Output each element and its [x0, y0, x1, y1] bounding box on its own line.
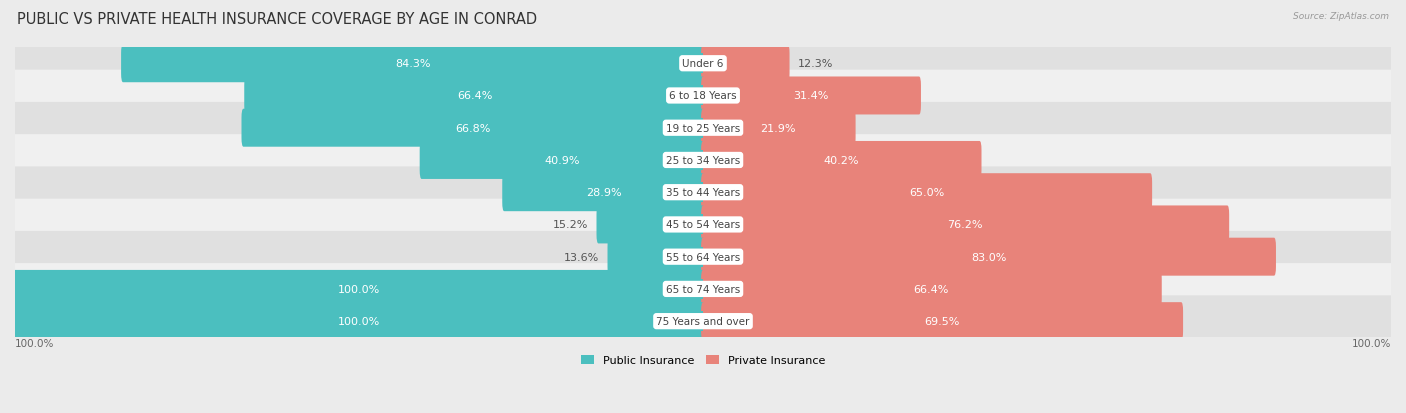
Text: 19 to 25 Years: 19 to 25 Years [666, 123, 740, 133]
Text: 100.0%: 100.0% [15, 338, 55, 348]
Text: 66.4%: 66.4% [457, 91, 492, 101]
FancyBboxPatch shape [245, 77, 704, 115]
Text: 45 to 54 Years: 45 to 54 Years [666, 220, 740, 230]
Text: Source: ZipAtlas.com: Source: ZipAtlas.com [1294, 12, 1389, 21]
FancyBboxPatch shape [702, 270, 1161, 308]
FancyBboxPatch shape [702, 77, 921, 115]
FancyBboxPatch shape [6, 263, 1400, 315]
Text: 25 to 34 Years: 25 to 34 Years [666, 156, 740, 166]
Text: 100.0%: 100.0% [337, 316, 380, 326]
Text: 55 to 64 Years: 55 to 64 Years [666, 252, 740, 262]
FancyBboxPatch shape [596, 206, 704, 244]
Text: 66.8%: 66.8% [456, 123, 491, 133]
Bar [703, 311, 709, 331]
FancyBboxPatch shape [702, 142, 981, 180]
FancyBboxPatch shape [242, 109, 704, 147]
Bar [697, 215, 703, 235]
FancyBboxPatch shape [702, 206, 1229, 244]
Text: 69.5%: 69.5% [924, 316, 960, 326]
Text: 66.4%: 66.4% [914, 284, 949, 294]
FancyBboxPatch shape [702, 174, 1152, 212]
Text: 31.4%: 31.4% [793, 91, 828, 101]
Bar [697, 86, 703, 106]
Bar [703, 119, 709, 138]
Bar [697, 311, 703, 331]
Bar [697, 247, 703, 267]
Text: 13.6%: 13.6% [564, 252, 599, 262]
Bar [703, 183, 709, 203]
FancyBboxPatch shape [702, 109, 856, 147]
Text: Under 6: Under 6 [682, 59, 724, 69]
FancyBboxPatch shape [121, 45, 704, 83]
Text: 83.0%: 83.0% [970, 252, 1007, 262]
Bar [703, 279, 709, 299]
Text: 65 to 74 Years: 65 to 74 Years [666, 284, 740, 294]
FancyBboxPatch shape [13, 270, 704, 308]
Bar [703, 86, 709, 106]
FancyBboxPatch shape [6, 231, 1400, 283]
Bar [697, 279, 703, 299]
FancyBboxPatch shape [6, 71, 1400, 122]
Bar [697, 151, 703, 171]
Bar [703, 54, 709, 74]
FancyBboxPatch shape [6, 38, 1400, 90]
Text: 6 to 18 Years: 6 to 18 Years [669, 91, 737, 101]
FancyBboxPatch shape [607, 238, 704, 276]
Bar [703, 151, 709, 171]
FancyBboxPatch shape [6, 103, 1400, 154]
Text: 21.9%: 21.9% [761, 123, 796, 133]
FancyBboxPatch shape [6, 167, 1400, 218]
FancyBboxPatch shape [13, 302, 704, 340]
Bar [697, 54, 703, 74]
Legend: Public Insurance, Private Insurance: Public Insurance, Private Insurance [576, 350, 830, 370]
Text: PUBLIC VS PRIVATE HEALTH INSURANCE COVERAGE BY AGE IN CONRAD: PUBLIC VS PRIVATE HEALTH INSURANCE COVER… [17, 12, 537, 27]
Bar [697, 119, 703, 138]
Text: 75 Years and over: 75 Years and over [657, 316, 749, 326]
Bar [697, 183, 703, 203]
FancyBboxPatch shape [702, 238, 1277, 276]
Text: 76.2%: 76.2% [948, 220, 983, 230]
Text: 100.0%: 100.0% [337, 284, 380, 294]
Text: 15.2%: 15.2% [553, 220, 588, 230]
Text: 100.0%: 100.0% [1351, 338, 1391, 348]
Text: 35 to 44 Years: 35 to 44 Years [666, 188, 740, 198]
Text: 40.9%: 40.9% [544, 156, 581, 166]
FancyBboxPatch shape [6, 135, 1400, 186]
Text: 28.9%: 28.9% [586, 188, 621, 198]
FancyBboxPatch shape [419, 142, 704, 180]
FancyBboxPatch shape [702, 302, 1182, 340]
Text: 40.2%: 40.2% [824, 156, 859, 166]
Text: 12.3%: 12.3% [799, 59, 834, 69]
Text: 65.0%: 65.0% [908, 188, 945, 198]
FancyBboxPatch shape [6, 296, 1400, 347]
FancyBboxPatch shape [502, 174, 704, 212]
Bar [703, 247, 709, 267]
FancyBboxPatch shape [6, 199, 1400, 251]
Bar [703, 215, 709, 235]
Text: 84.3%: 84.3% [395, 59, 430, 69]
FancyBboxPatch shape [702, 45, 790, 83]
